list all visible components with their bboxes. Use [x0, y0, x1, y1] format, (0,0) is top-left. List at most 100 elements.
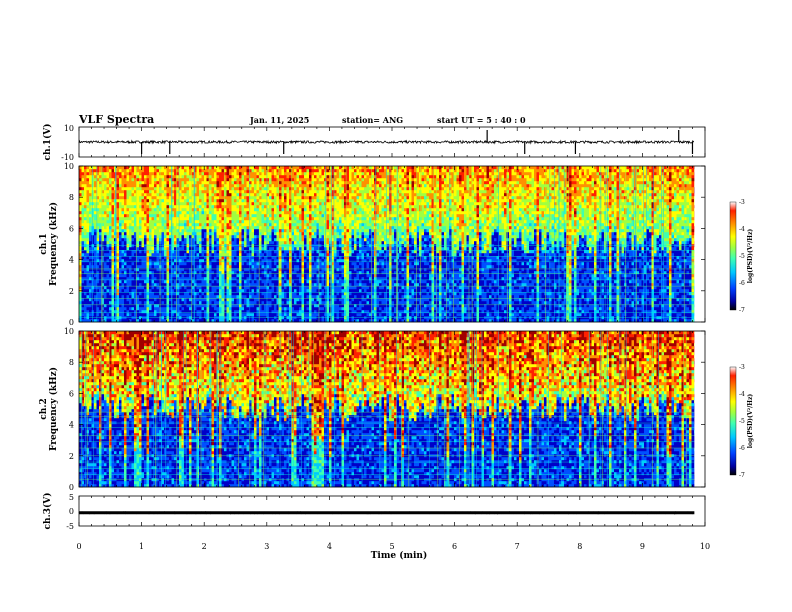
spectrogram-cell — [199, 199, 202, 203]
spectrogram-cell — [209, 175, 212, 179]
spectrogram-cell — [294, 205, 297, 209]
spectrogram-cell — [196, 268, 200, 272]
spectrogram-cell — [271, 202, 275, 206]
spectrogram-cell — [169, 259, 172, 263]
spectrogram-cell — [276, 259, 280, 263]
spectrogram-cell — [309, 256, 312, 260]
spectrogram-cell — [281, 211, 285, 215]
spectrogram-cell — [149, 310, 152, 314]
spectrogram-cell — [156, 181, 160, 185]
spectrogram-cell — [179, 199, 182, 203]
spectrogram-cell — [224, 280, 227, 284]
spectrogram-cell — [106, 316, 110, 320]
spectrogram-cell — [269, 214, 272, 218]
spectrogram-cell — [126, 184, 130, 188]
spectrogram-cell — [89, 313, 92, 317]
spectrogram-cell — [181, 175, 185, 179]
spectrogram-cell — [224, 310, 227, 314]
spectrogram-cell — [269, 256, 272, 260]
spectrogram-cell — [249, 241, 252, 245]
spectrogram-cell — [126, 196, 130, 200]
spectrogram-cell — [116, 310, 120, 314]
spectrogram-cell — [244, 319, 247, 323]
spectrogram-cell — [89, 226, 92, 230]
spectrogram-cell — [299, 172, 302, 176]
spectrogram-cell — [129, 304, 132, 308]
spectrogram-cell — [164, 277, 167, 281]
spectrogram-cell — [99, 166, 102, 170]
spectrogram-cell — [221, 310, 225, 314]
spectrogram-cell — [199, 271, 202, 275]
spectrogram-cell — [156, 283, 160, 287]
spectrogram-cell — [221, 307, 225, 311]
spectrogram-cell — [306, 304, 310, 308]
spectrogram-cell — [281, 193, 285, 197]
spectrogram-cell — [89, 166, 92, 170]
spectrogram-cell — [149, 190, 152, 194]
spectrogram-cell — [211, 313, 215, 317]
spectrogram-cell — [126, 277, 130, 281]
spectrogram-cell — [164, 313, 167, 317]
spectrogram-cell — [211, 250, 215, 254]
spectrogram-cell — [286, 277, 290, 281]
spectrogram-cell — [309, 235, 312, 239]
spectrogram-cell — [201, 205, 205, 209]
spectrogram-cell — [234, 184, 237, 188]
spectrogram-cell — [106, 298, 110, 302]
spectrogram-cell — [84, 316, 87, 320]
spectrogram-cell — [211, 235, 215, 239]
spectrogram-cell — [169, 208, 172, 212]
spectrogram-cell — [204, 241, 207, 245]
spectrogram-cell — [119, 271, 122, 275]
spectrogram-cell — [226, 307, 230, 311]
spectrogram-cell — [79, 298, 82, 302]
spectrogram-cell — [154, 208, 157, 212]
spectrogram-cell — [249, 313, 252, 317]
spectrogram-cell — [199, 289, 202, 293]
spectrogram-cell — [129, 226, 132, 230]
spectrogram-cell — [196, 220, 200, 224]
spectrogram-cell — [194, 256, 197, 260]
spectrogram-cell — [104, 256, 107, 260]
spectrogram-cell — [179, 211, 182, 215]
spectrogram-cell — [209, 286, 212, 290]
spectrogram-cell — [304, 271, 307, 275]
spectrogram-cell — [301, 274, 305, 278]
spectrogram-cell — [241, 250, 245, 254]
spectrogram-cell — [154, 202, 157, 206]
spectrogram-cell — [191, 223, 195, 227]
spectrogram-cell — [161, 316, 165, 320]
spectrogram-cell — [181, 307, 185, 311]
spectrogram-cell — [111, 226, 115, 230]
spectrogram-cell — [226, 208, 230, 212]
spectrogram-cell — [271, 274, 275, 278]
spectrogram-cell — [259, 220, 262, 224]
spectrogram-cell — [191, 250, 195, 254]
spectrogram-cell — [154, 181, 157, 185]
spectrogram-cell — [151, 307, 155, 311]
spectrogram-cell — [131, 277, 135, 281]
spectrogram-cell — [151, 265, 155, 269]
spectrogram-cell — [86, 238, 90, 242]
spectrogram-cell — [191, 220, 195, 224]
spectrogram-cell — [274, 265, 277, 269]
spectrogram-cell — [129, 319, 132, 323]
spectrogram-cell — [236, 283, 240, 287]
spectrogram-cell — [294, 169, 297, 173]
spectrogram-cell — [174, 256, 177, 260]
spectrogram-cell — [219, 301, 222, 305]
spectrogram-cell — [94, 265, 97, 269]
spectrogram-cell — [209, 226, 212, 230]
spectrogram-cell — [151, 229, 155, 233]
spectrogram-cell — [239, 241, 242, 245]
spectrogram-cell — [209, 181, 212, 185]
spectrogram-cell — [296, 316, 300, 320]
spectrogram-cell — [221, 259, 225, 263]
spectrogram-cell — [89, 274, 92, 278]
spectrogram-cell — [216, 211, 220, 215]
spectrogram-cell — [131, 226, 135, 230]
spectrogram-cell — [146, 226, 150, 230]
spectrogram-cell — [239, 235, 242, 239]
spectrogram-cell — [259, 229, 262, 233]
spectrogram-cell — [199, 295, 202, 299]
